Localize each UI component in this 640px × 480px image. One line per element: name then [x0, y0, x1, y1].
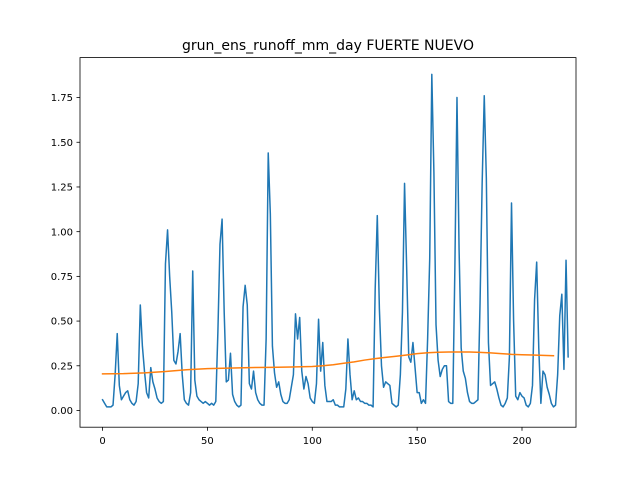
y-axis: 0.00 0.25 0.50 0.75 1.00 1.25 1.50 1.75 — [51, 93, 80, 417]
y-tick-label: 1.00 — [51, 227, 73, 238]
series-layer — [101, 73, 569, 408]
x-tick-label: 50 — [201, 436, 214, 447]
plot-frame — [79, 57, 577, 428]
y-tick-label: 0.00 — [51, 406, 73, 417]
y-tick-label: 0.25 — [51, 361, 73, 372]
trend-series-line — [101, 351, 555, 375]
y-tick-label: 1.75 — [51, 93, 73, 104]
runoff-series-line — [101, 73, 569, 408]
x-tick-label: 200 — [512, 436, 531, 447]
x-axis: 0 50 100 150 200 — [99, 427, 532, 447]
y-tick-label: 0.50 — [51, 317, 73, 328]
x-tick-label: 150 — [408, 436, 427, 447]
y-tick-label: 0.75 — [51, 272, 73, 283]
x-tick-label: 100 — [303, 436, 322, 447]
y-tick-label: 1.25 — [51, 183, 73, 194]
y-tick-label: 1.50 — [51, 138, 73, 149]
plot-area — [79, 57, 577, 428]
chart-title: grun_ens_runoff_mm_day FUERTE NUEVO — [182, 38, 474, 54]
x-tick-label: 0 — [99, 436, 105, 447]
